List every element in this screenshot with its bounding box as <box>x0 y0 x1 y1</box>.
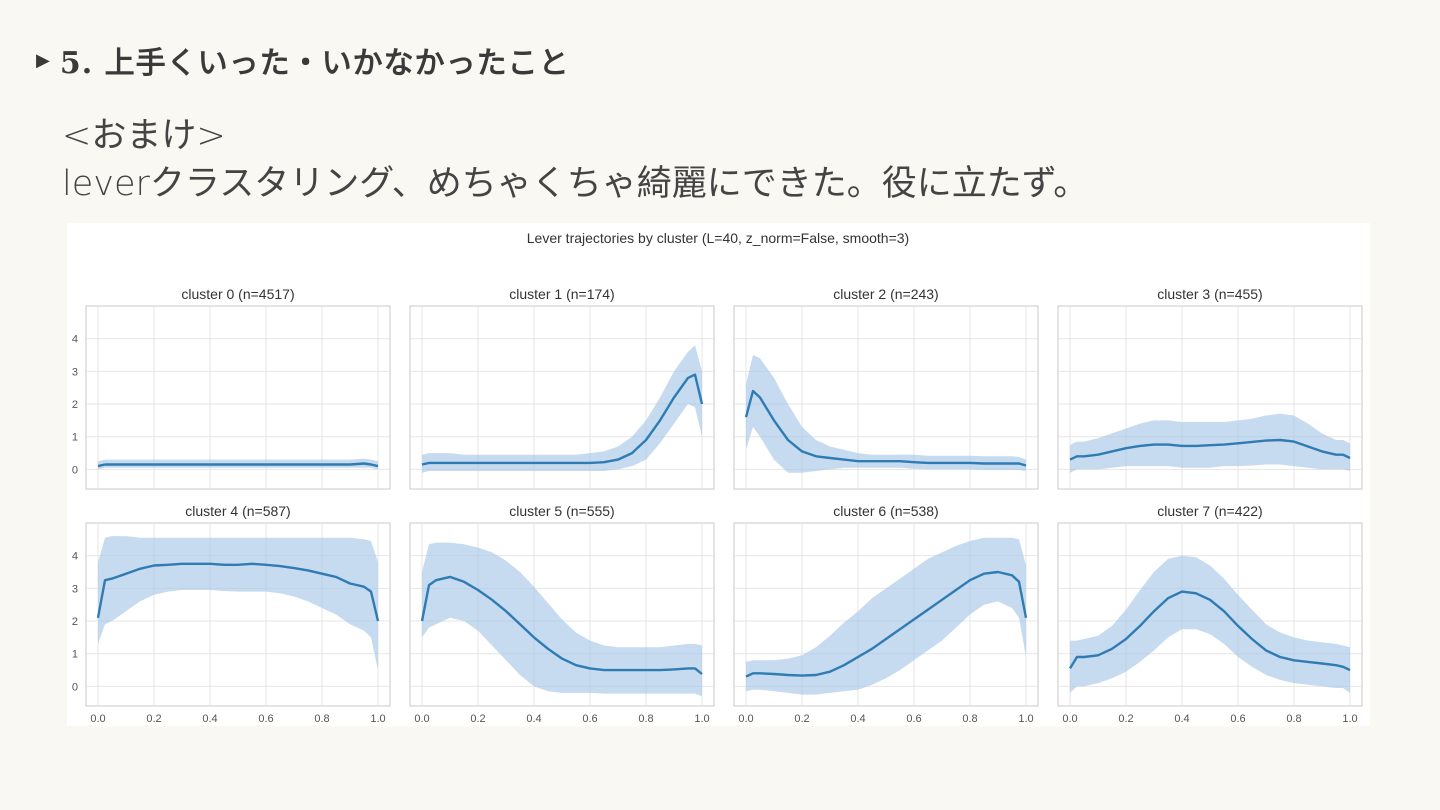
x-tick-label: 1.0 <box>1018 713 1033 725</box>
x-tick-label: 0.2 <box>470 713 485 725</box>
std-band-7 <box>1070 555 1350 693</box>
std-band-6 <box>746 537 1026 695</box>
panel-title-2: cluster 2 (n=243) <box>833 286 938 302</box>
x-tick-label: 0.6 <box>906 713 921 725</box>
std-band-2 <box>746 355 1026 473</box>
y-tick-label: 3 <box>72 583 78 595</box>
cluster-panel-7: cluster 7 (n=422) 0.0 0.2 0.4 0.6 0.8 1.0 <box>1057 503 1363 725</box>
y-tick-label: 2 <box>72 616 78 628</box>
panel-frame <box>85 305 391 490</box>
x-tick-label: 1.0 <box>370 713 385 725</box>
body-line-bonus: <おまけ> <box>62 116 226 156</box>
panel-title-5: cluster 5 (n=555) <box>509 503 614 519</box>
cluster-panel-0: cluster 0 (n=4517) 0 1 2 3 4 <box>72 286 391 490</box>
x-tick-label: 0.6 <box>258 713 273 725</box>
x-tick-label: 0.4 <box>202 713 217 725</box>
x-tick-label: 0.2 <box>794 713 809 725</box>
cluster-figure-svg: Lever trajectories by cluster (L=40, z_n… <box>72 230 1363 725</box>
cluster-panel-5: cluster 5 (n=555) 0.0 0.2 0.4 0.6 0.8 1.0 <box>409 503 715 725</box>
cluster-figure: Lever trajectories by cluster (L=40, z_n… <box>67 223 1370 726</box>
panel-title-0: cluster 0 (n=4517) <box>181 286 294 302</box>
x-tick-label: 0.4 <box>1174 713 1189 725</box>
cluster-panel-6: cluster 6 (n=538) 0.0 0.2 0.4 0.6 0.8 1.0 <box>733 503 1039 725</box>
std-band-1 <box>422 345 702 473</box>
x-tick-label: 0.0 <box>414 713 429 725</box>
x-tick-label: 0.8 <box>1286 713 1301 725</box>
x-tick-label: 0.6 <box>1230 713 1245 725</box>
body-line-comment: leverクラスタリング、めちゃくちゃ綺麗にできた。役に立たず。 <box>62 164 1089 204</box>
mean-line-4 <box>96 562 380 622</box>
x-tick-label: 1.0 <box>694 713 709 725</box>
y-tick-label: 0 <box>72 681 78 693</box>
mean-line-3 <box>1069 438 1351 461</box>
y-tick-label: 1 <box>72 432 78 444</box>
x-tick-label: 0.2 <box>1118 713 1133 725</box>
mean-line-0 <box>97 462 379 468</box>
cluster-panel-2: cluster 2 (n=243) <box>733 286 1039 490</box>
y-tick-label: 3 <box>72 366 78 378</box>
y-tick-label: 1 <box>72 649 78 661</box>
panel-title-3: cluster 3 (n=455) <box>1157 286 1262 302</box>
panel-title-6: cluster 6 (n=538) <box>833 503 938 519</box>
x-tick-label: 0.8 <box>962 713 977 725</box>
mean-line-6 <box>745 570 1028 678</box>
mean-line-5 <box>420 575 703 675</box>
x-tick-label: 1.0 <box>1342 713 1357 725</box>
x-tick-label: 0.0 <box>1062 713 1077 725</box>
y-tick-label: 0 <box>72 464 78 476</box>
x-tick-label: 0.8 <box>314 713 329 725</box>
x-tick-label: 0.0 <box>90 713 105 725</box>
panel-title-7: cluster 7 (n=422) <box>1157 503 1262 519</box>
x-tick-label: 0.2 <box>146 713 161 725</box>
y-tick-label: 4 <box>72 551 78 563</box>
cluster-panel-1: cluster 1 (n=174) <box>409 286 715 490</box>
cluster-panel-4: cluster 4 (n=587) 0 1 2 3 4 0.0 0.2 0.4 0.6 0.8 1.0 <box>72 503 391 725</box>
mean-line-7 <box>1068 590 1351 672</box>
mean-line-2 <box>744 389 1027 467</box>
slide-body: <おまけ> leverクラスタリング、めちゃくちゃ綺麗にできた。役に立たず。 <box>62 112 1088 208</box>
figure-title: Lever trajectories by cluster (L=40, z_n… <box>527 230 909 246</box>
x-tick-label: 0.8 <box>638 713 653 725</box>
slide-heading: ▶ 5. 上手くいった・いかなかったこと <box>36 38 570 82</box>
heading-text: 5. 上手くいった・いかなかったこと <box>59 46 570 81</box>
x-tick-label: 0.6 <box>582 713 597 725</box>
panel-title-1: cluster 1 (n=174) <box>509 286 614 302</box>
std-band-3 <box>1070 413 1350 473</box>
mean-line-1 <box>421 373 704 466</box>
cluster-panel-3: cluster 3 (n=455) <box>1057 286 1363 490</box>
x-tick-label: 0.0 <box>738 713 753 725</box>
x-tick-label: 0.4 <box>850 713 865 725</box>
y-tick-label: 4 <box>72 334 78 346</box>
panel-title-4: cluster 4 (n=587) <box>185 503 290 519</box>
disclosure-triangle-icon[interactable]: ▶ <box>36 49 50 71</box>
std-band-5 <box>422 542 702 697</box>
y-tick-label: 2 <box>72 399 78 411</box>
x-tick-label: 0.4 <box>526 713 541 725</box>
